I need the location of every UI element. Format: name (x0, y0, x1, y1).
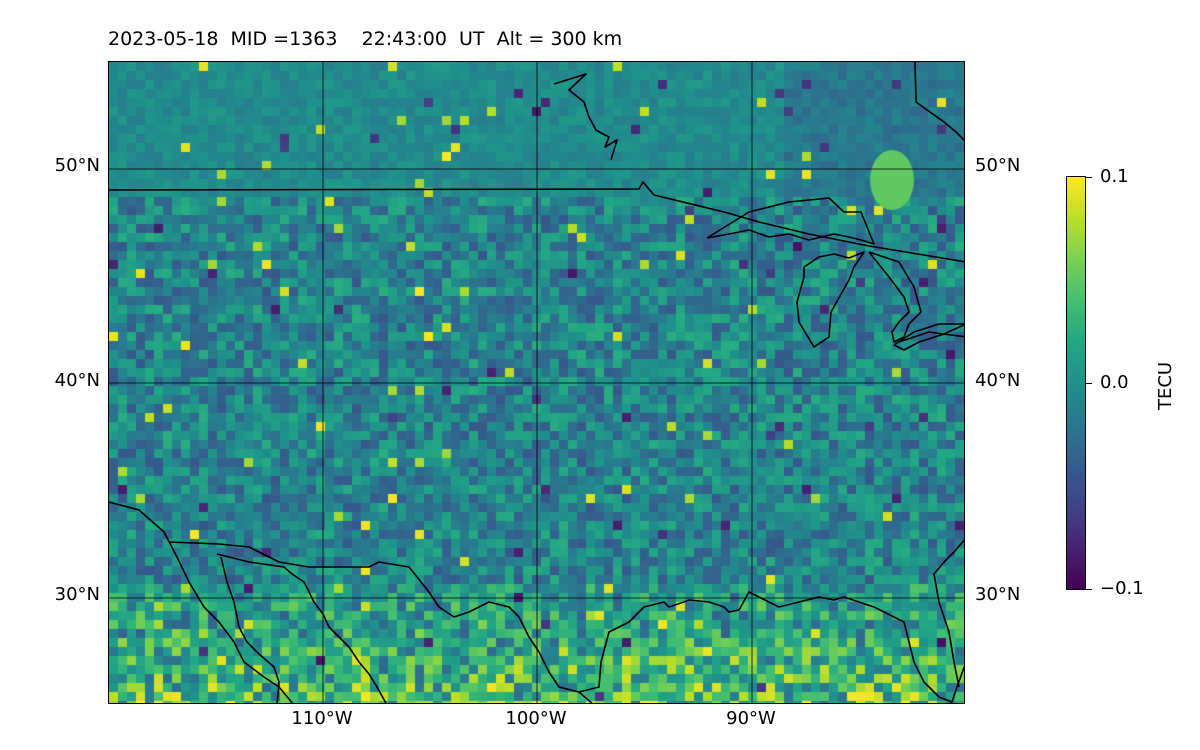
lon-tick-110w: 110°W (291, 708, 353, 729)
lat-tick-left-50: 50°N (54, 155, 100, 176)
lake-ontario (898, 331, 964, 343)
map-overlay (109, 62, 964, 703)
colorbar (1066, 176, 1086, 590)
florida-east-coast (933, 539, 964, 688)
hudson-bay-coast (553, 73, 618, 161)
lat-tick-right-30: 30°N (975, 584, 1021, 605)
baja-gulf-coast (216, 553, 387, 703)
lake-michigan (796, 251, 865, 348)
lon-tick-100w: 100°W (505, 708, 567, 729)
colorbar-title: TECU (1155, 361, 1176, 410)
lat-tick-left-30: 30°N (54, 584, 100, 605)
us-canada-border (109, 181, 964, 263)
james-bay-coast (914, 62, 964, 142)
colorbar-max-label: 0.1 (1100, 166, 1129, 187)
gulf-coast (578, 591, 964, 703)
lake-erie-ontario (893, 323, 964, 351)
lat-tick-right-40: 40°N (975, 370, 1021, 391)
tec-map (108, 61, 965, 704)
lake-superior (706, 197, 875, 245)
lon-tick-90w: 90°W (726, 708, 776, 729)
gridlines (109, 62, 964, 703)
plot-title: 2023-05-18 MID =1363 22:43:00 UT Alt = 3… (108, 28, 623, 50)
colorbar-tick-min (1086, 589, 1092, 590)
lat-tick-right-50: 50°N (975, 155, 1021, 176)
lake-huron (868, 251, 922, 343)
baja-peninsula (220, 556, 280, 703)
colorbar-tick-max (1086, 177, 1092, 178)
colorbar-min-label: −0.1 (1100, 578, 1144, 599)
colorbar-mid-label: 0.0 (1100, 372, 1129, 393)
colorbar-tick-mid (1086, 383, 1092, 384)
lat-tick-left-40: 40°N (54, 370, 100, 391)
us-mexico-border (168, 541, 593, 703)
coastlines-borders (109, 62, 964, 703)
mexico-west-coast (109, 501, 294, 703)
